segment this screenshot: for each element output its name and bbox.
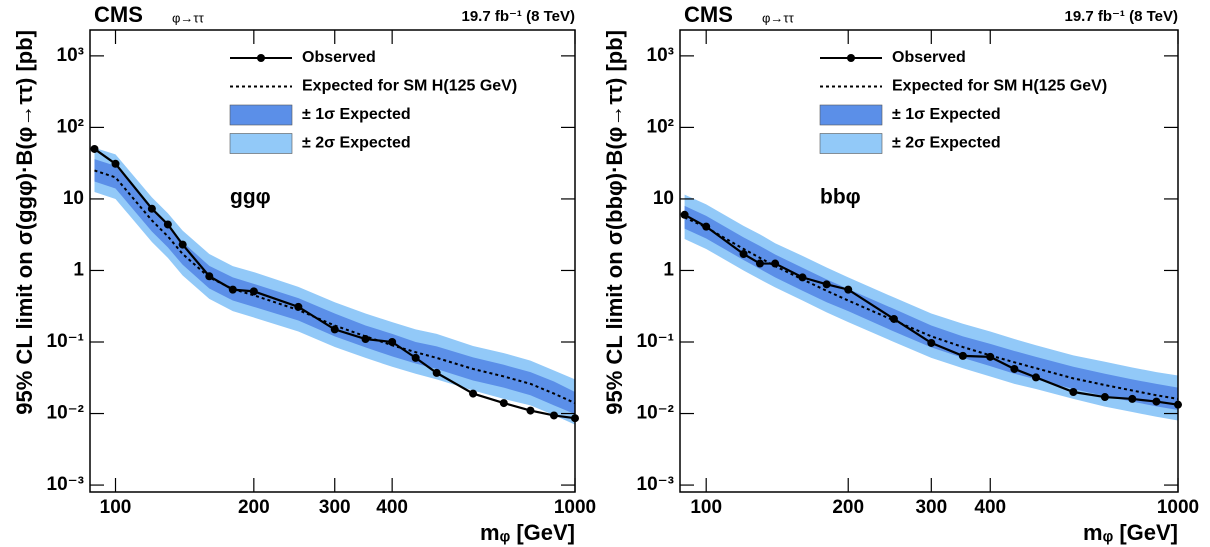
data-point (469, 389, 478, 398)
data-point (205, 272, 214, 281)
y-tick-label: 10 (63, 188, 84, 209)
x-tick-label: 200 (238, 497, 270, 518)
y-tick-label: 10⁻² (637, 403, 675, 424)
lumi-label: 19.7 fb⁻¹ (8 TeV) (1065, 8, 1179, 25)
x-axis-label: mᵩ [GeV] (480, 520, 575, 545)
data-point (432, 368, 441, 377)
chart: 10⁻³ 10⁻² 10⁻¹ 1 10 10² 10³ 100 200 300 400 1000mᵩ … (12, 2, 596, 545)
data-point (163, 220, 172, 229)
data-point (147, 204, 156, 213)
legend-label: ± 1σ Expected (892, 106, 1001, 123)
x-tick-label: 300 (915, 497, 947, 518)
y-axis-label: 95% CL limit on σ(bbφ)·B(φ→ττ) [pb] (602, 30, 627, 415)
x-tick-label: 1000 (1157, 497, 1199, 518)
data-point (330, 325, 339, 334)
annotation: bbφ (820, 186, 861, 209)
data-point (388, 338, 397, 347)
y-tick-label: 10 (653, 188, 674, 209)
data-point (986, 352, 995, 361)
legend-label: ± 2σ Expected (892, 135, 1001, 152)
x-tick-label: 200 (832, 497, 864, 518)
data-point (249, 287, 258, 296)
chart: 10⁻³ 10⁻² 10⁻¹ 1 10 10² 10³ 100 200 300 400 1000mᵩ … (602, 2, 1199, 545)
x-tick-label: 400 (974, 497, 1006, 518)
y-tick-label: 1 (73, 259, 84, 280)
legend-label: Observed (302, 49, 376, 66)
legend-label: ± 1σ Expected (302, 106, 411, 123)
x-tick-label: 100 (100, 497, 132, 518)
data-point (739, 249, 748, 258)
data-point (771, 259, 780, 268)
legend-label: Observed (892, 49, 966, 66)
legend: Observed Expected for SM H(125 GeV) ± 1σ E… (229, 49, 517, 154)
data-point (1128, 394, 1137, 403)
data-point (1100, 393, 1109, 402)
y-tick-label: 10⁻³ (637, 474, 675, 495)
data-point (90, 144, 99, 153)
data-point (958, 351, 967, 360)
data-point (228, 285, 237, 294)
plot-frame (679, 29, 1179, 493)
legend-label: Expected for SM H(125 GeV) (892, 78, 1107, 95)
x-tick-label: 1000 (554, 497, 596, 518)
data-point (798, 273, 807, 282)
data-point (1031, 373, 1040, 382)
error-band (684, 205, 1178, 411)
data-point (499, 399, 508, 408)
data-point (111, 159, 120, 168)
chart-title: CMS (684, 2, 733, 27)
data-point (755, 259, 764, 268)
y-tick-label: 10³ (647, 45, 674, 66)
data-point (1152, 397, 1161, 406)
annotation: ggφ (230, 186, 271, 209)
data-point (889, 314, 898, 323)
y-tick-label: 10² (647, 116, 674, 137)
data-point (361, 335, 370, 344)
data-point (178, 240, 187, 249)
x-axis-label: mᵩ [GeV] (1083, 520, 1178, 545)
y-tick-label: 10⁻¹ (47, 331, 85, 352)
data-point (822, 280, 831, 289)
legend-label: ± 2σ Expected (302, 135, 411, 152)
x-tick-label: 100 (690, 497, 722, 518)
lumi-label: 19.7 fb⁻¹ (8 TeV) (462, 8, 576, 25)
data-point (1010, 364, 1019, 373)
error-band (94, 159, 575, 415)
y-tick-label: 10⁻³ (47, 474, 85, 495)
data-point (294, 302, 303, 311)
chart-title: CMS (94, 2, 143, 27)
data-point (1069, 388, 1078, 397)
data-point (702, 222, 711, 231)
chart-subtitle: φ→ττ (762, 10, 795, 25)
legend-marker (847, 54, 855, 62)
expected-line (684, 216, 1179, 400)
data-point (549, 411, 558, 420)
data-point (927, 338, 936, 347)
legend-swatch (819, 104, 883, 126)
legend-label: Expected for SM H(125 GeV) (302, 78, 517, 95)
y-tick-label: 10² (57, 116, 84, 137)
plot-frame (89, 29, 576, 493)
data-point (680, 210, 689, 219)
data-point (526, 406, 535, 415)
y-tick-label: 10⁻² (47, 403, 85, 424)
data-point (844, 285, 853, 294)
x-tick-label: 300 (319, 497, 351, 518)
y-tick-label: 1 (663, 259, 674, 280)
y-tick-label: 10⁻¹ (637, 331, 675, 352)
chart-subtitle: φ→ττ (172, 10, 205, 25)
y-tick-label: 10³ (57, 45, 84, 66)
y-axis-label: 95% CL limit on σ(ggφ)·B(φ→ττ) [pb] (12, 30, 37, 415)
data-point (411, 353, 420, 362)
legend-marker (257, 54, 265, 62)
legend-swatch (229, 104, 293, 126)
x-tick-label: 400 (376, 497, 408, 518)
legend: Observed Expected for SM H(125 GeV) ± 1σ E… (819, 49, 1107, 154)
legend-swatch (229, 133, 293, 154)
legend-swatch (819, 133, 883, 154)
